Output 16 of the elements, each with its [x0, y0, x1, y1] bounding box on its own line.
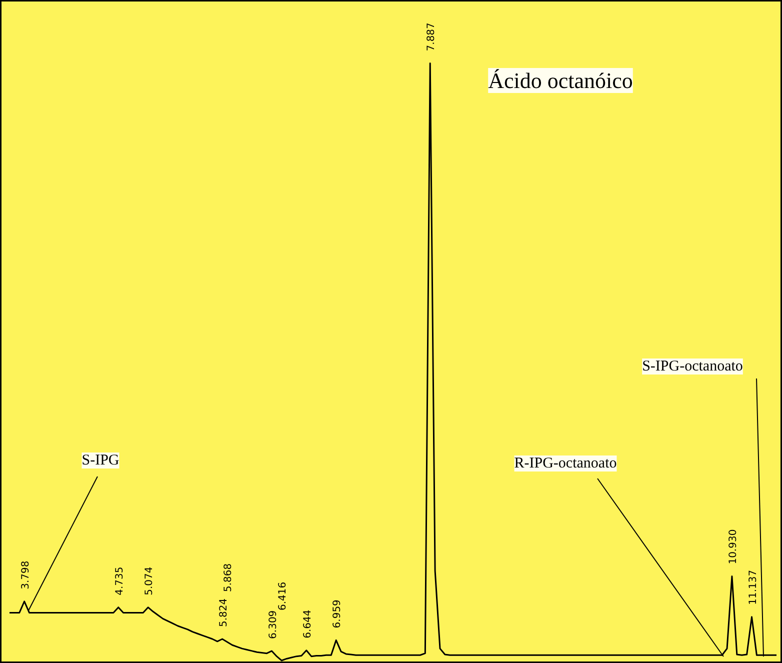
- annotation: 6.416: [278, 582, 289, 611]
- annotation: 3.798: [20, 560, 32, 590]
- annotation: S-IPG-octanoato: [642, 358, 743, 374]
- annotation: R-IPG-octanoato: [514, 456, 617, 472]
- annotation: 6.309: [268, 610, 279, 639]
- annotation: S-IPG: [82, 452, 120, 468]
- annotation: 4.735: [114, 566, 126, 596]
- annotation: 6.959: [332, 600, 344, 628]
- annotation: 5.868: [223, 563, 234, 592]
- annotation: 11.137: [748, 570, 759, 605]
- text: 7.887: [426, 22, 438, 52]
- annotation: 10.930: [728, 529, 739, 564]
- annotation: 5.074: [144, 566, 156, 596]
- annotation: 5.824: [218, 598, 230, 628]
- annotation: 6.644: [302, 610, 314, 638]
- annotation: Ácido octanóico: [488, 68, 633, 93]
